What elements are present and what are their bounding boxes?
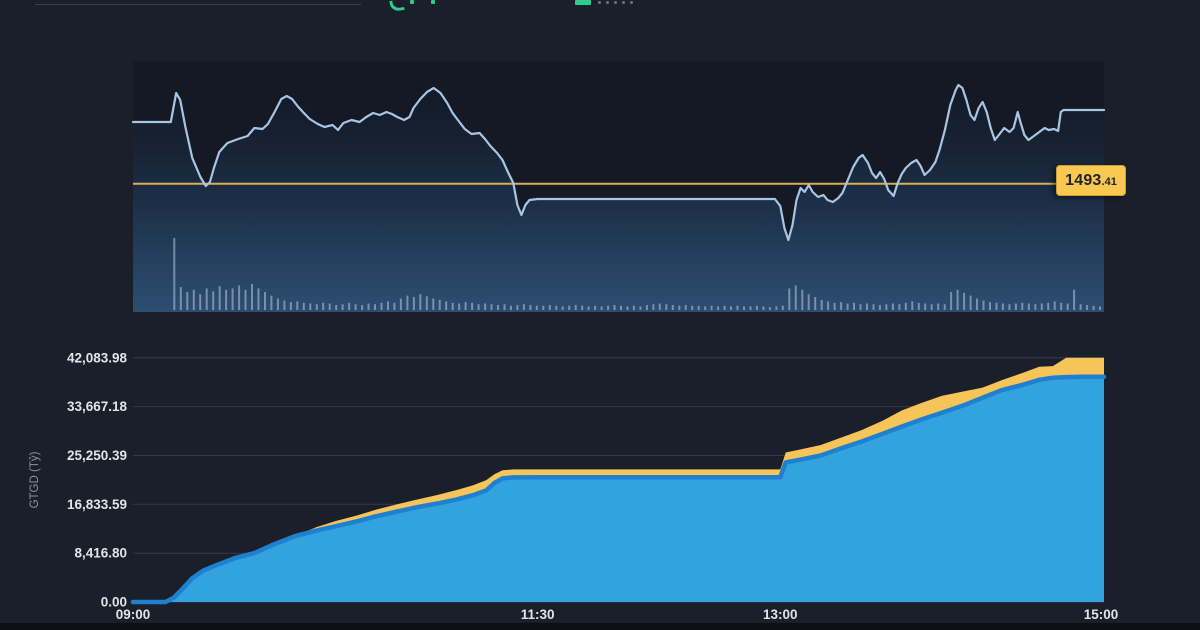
svg-text:25,250.39: 25,250.39 [67, 448, 127, 463]
clipped-gray-dot [606, 1, 609, 4]
clipped-green-badge-fragment [575, 0, 591, 5]
clipped-green-text-fragment [431, 0, 435, 4]
svg-text:09:00: 09:00 [116, 607, 151, 622]
svg-text:16,833.59: 16,833.59 [67, 497, 127, 512]
svg-text:11:30: 11:30 [521, 607, 555, 622]
clipped-green-text-fragment [410, 0, 414, 4]
clipped-gray-dot [622, 1, 625, 4]
svg-text:GTGD (Tỷ): GTGD (Tỷ) [29, 451, 41, 508]
svg-text:0.00: 0.00 [101, 595, 127, 610]
svg-text:8,416.80: 8,416.80 [74, 546, 127, 561]
header-divider-line [35, 4, 361, 5]
clipped-gray-dot [598, 1, 601, 4]
svg-text:15:00: 15:00 [1084, 607, 1119, 622]
reference-price-decimal: .41 [1101, 176, 1117, 188]
svg-text:42,083.98: 42,083.98 [67, 350, 128, 365]
svg-text:13:00: 13:00 [763, 607, 798, 622]
reference-price-tag: 1493 .41 [1056, 165, 1126, 196]
clipped-gray-dot [630, 1, 633, 4]
footer-strip [0, 623, 1200, 630]
clipped-gray-dot [614, 1, 617, 4]
reference-price-main: 1493 [1065, 171, 1102, 189]
svg-text:33,667.18: 33,667.18 [67, 399, 128, 414]
